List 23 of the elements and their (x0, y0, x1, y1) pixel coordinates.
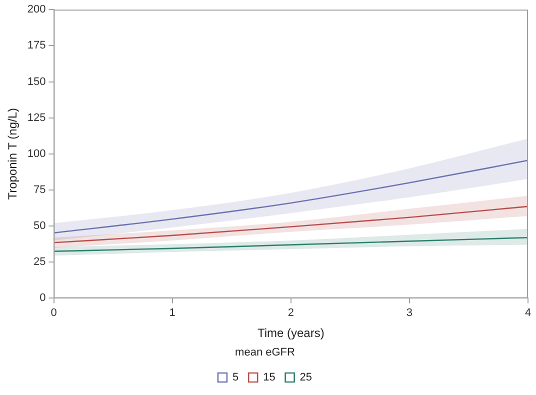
legend-label: 25 (300, 372, 312, 384)
y-tick-label: 100 (27, 148, 46, 160)
x-tick-label: 3 (406, 306, 412, 319)
y-tick-label: 75 (34, 184, 46, 196)
x-tick-label: 0 (50, 306, 57, 319)
y-tick-label: 125 (27, 112, 46, 124)
y-tick-label: 200 (27, 4, 46, 16)
x-tick-label: 2 (288, 306, 294, 319)
legend-label: 15 (263, 372, 276, 384)
y-tick-label: 0 (40, 292, 46, 304)
y-tick-label: 50 (34, 220, 46, 232)
line-series (54, 236, 528, 252)
y-tick-label: 25 (34, 256, 46, 268)
x-tick-label: 1 (169, 306, 176, 319)
y-tick-label: 175 (27, 40, 46, 52)
y-tick-label: 150 (27, 76, 46, 88)
legend-title: mean eGFR (235, 346, 296, 358)
line-series (54, 206, 528, 244)
y-axis-title: Troponin T (ng/L) (6, 108, 20, 200)
x-axis-title: Time (years) (257, 326, 324, 340)
x-tick-label: 4 (524, 306, 532, 319)
line-series (54, 160, 528, 234)
legend-label: 5 (232, 372, 239, 384)
